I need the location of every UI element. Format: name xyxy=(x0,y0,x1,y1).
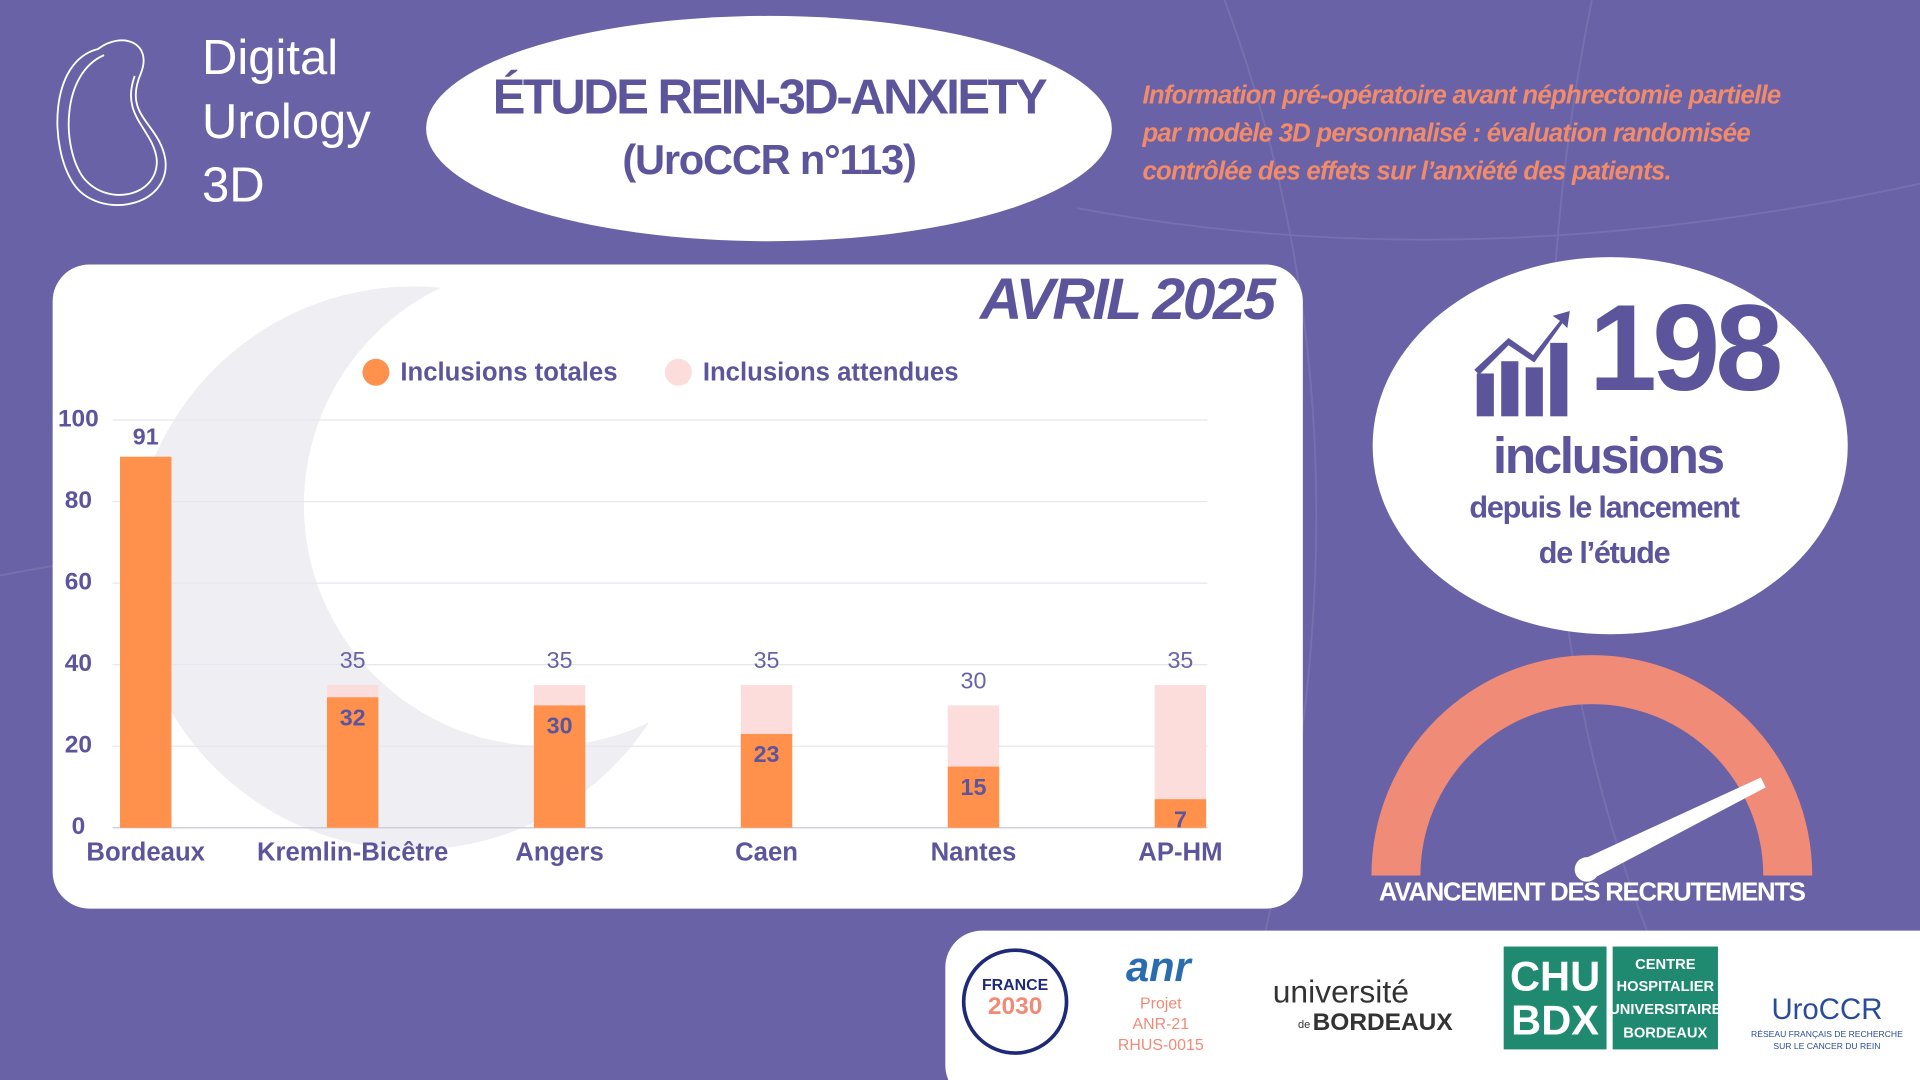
value-label: 30 xyxy=(961,667,987,693)
value-label: 30 xyxy=(547,713,573,739)
chu-logo xyxy=(1503,946,1607,1050)
logo-text: CENTRE xyxy=(1635,957,1696,973)
bar xyxy=(1154,799,1207,828)
value-label: 35 xyxy=(1167,647,1193,673)
x-tick-label: Nantes xyxy=(931,838,1017,866)
logo-text: 3D xyxy=(202,159,265,213)
gauge-needle xyxy=(1579,777,1766,880)
logo-text: 2030 xyxy=(988,993,1042,1020)
gauge-arc xyxy=(1371,655,1813,876)
legend-label: Inclusions attendues xyxy=(703,358,959,386)
value-label: 35 xyxy=(340,647,366,673)
x-tick-label: Caen xyxy=(735,838,798,866)
logo-text: HOSPITALIER xyxy=(1616,979,1714,995)
gauge-label: AVANCEMENT DES RECRUTEMENTS xyxy=(1379,879,1806,907)
y-tick-label: 0 xyxy=(72,813,86,840)
logo-text: de xyxy=(1298,1019,1310,1031)
logo-mark xyxy=(56,39,167,206)
logo-text: anr xyxy=(1126,943,1194,990)
subtitle: (UroCCR n°113) xyxy=(622,136,915,183)
y-tick-label: 100 xyxy=(58,405,99,432)
summary-detail: depuis le lancement xyxy=(1469,490,1739,524)
logo-text: université xyxy=(1273,974,1409,1010)
description: Information pré-opératoire avant néphrec… xyxy=(1142,82,1780,110)
title-ellipse xyxy=(426,15,1112,242)
y-tick-label: 80 xyxy=(65,487,92,514)
y-tick-label: 40 xyxy=(65,650,92,677)
logo-text: UNIVERSITAIRE xyxy=(1609,1002,1722,1018)
logo-text: Urology xyxy=(202,95,371,149)
chart-watermark xyxy=(131,286,649,850)
logo-text: RÉSEAU FRANÇAIS DE RECHERCHE xyxy=(1751,1029,1903,1039)
value-label: 15 xyxy=(961,774,987,800)
value-label: 35 xyxy=(547,647,573,673)
chart: 0 20 40 60 80 100 Inclusions totales Inclusions… xyxy=(58,358,1223,866)
legend-swatch xyxy=(362,358,390,386)
x-tick-label: Kremlin-Bicêtre xyxy=(257,838,448,866)
logo-text: Projet xyxy=(1140,995,1182,1012)
logo-text: ANR-21 xyxy=(1133,1016,1190,1033)
legend-label: Inclusions totales xyxy=(400,358,617,386)
logo-text: SUR LE CANCER DU REIN xyxy=(1773,1041,1880,1051)
value-label: 32 xyxy=(340,704,366,730)
title: ÉTUDE REIN-3D-ANXIETY xyxy=(493,70,1047,124)
logo-text: BDX xyxy=(1511,997,1599,1044)
legend-swatch xyxy=(664,358,692,386)
bar xyxy=(120,456,172,828)
logo-text: RHUS-0015 xyxy=(1118,1037,1204,1054)
description: contrôlée des effets sur l’anxiété des p… xyxy=(1142,157,1671,185)
bar xyxy=(326,697,379,828)
logo-text: CHU xyxy=(1510,953,1600,1000)
x-tick-label: Bordeaux xyxy=(86,838,205,866)
value-label: 91 xyxy=(133,423,159,449)
bar xyxy=(533,705,586,828)
x-tick-label: Angers xyxy=(515,838,604,866)
x-tick-label: AP-HM xyxy=(1138,838,1222,866)
summary-detail: de l’étude xyxy=(1539,536,1670,570)
summary-ellipse xyxy=(1372,257,1848,635)
chu-logo xyxy=(1612,946,1718,1050)
value-label: 7 xyxy=(1174,806,1187,832)
logo-text: BORDEAUX xyxy=(1313,1009,1454,1036)
y-tick-label: 60 xyxy=(65,569,92,596)
logo-text: Digital xyxy=(202,31,338,85)
france-logo xyxy=(961,948,1069,1055)
logo-text: BORDEAUX xyxy=(1623,1025,1707,1041)
bar xyxy=(947,766,1000,828)
summary-count: 198 xyxy=(1589,279,1780,416)
chart-title: AVRIL 2025 xyxy=(978,267,1277,332)
bar xyxy=(740,733,793,828)
gauge-hub xyxy=(1574,857,1600,882)
y-tick-label: 20 xyxy=(65,732,92,759)
summary-label: inclusions xyxy=(1493,426,1724,484)
value-label: 23 xyxy=(754,741,780,767)
growth-icon xyxy=(1474,311,1570,417)
description: par modèle 3D personnalisé : évaluation … xyxy=(1141,119,1750,147)
logo-text: FRANCE xyxy=(982,977,1048,994)
value-label: 35 xyxy=(754,647,780,673)
logo-text: UroCCR xyxy=(1771,993,1882,1026)
